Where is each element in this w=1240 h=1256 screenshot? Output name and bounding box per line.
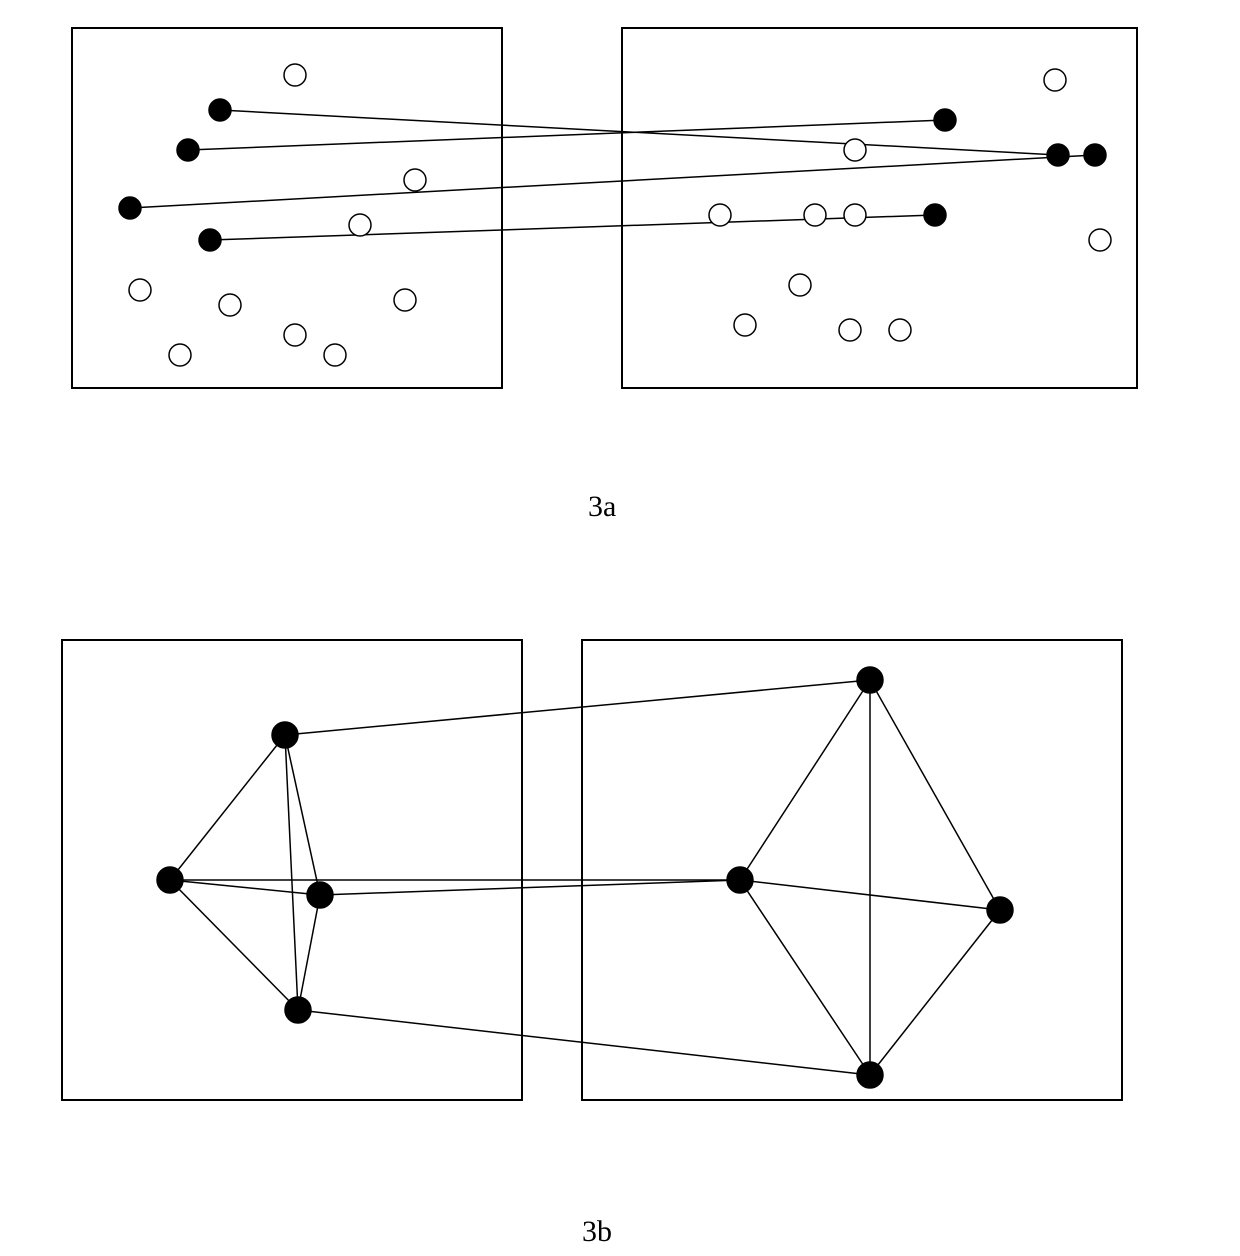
edge [285, 680, 870, 735]
filled-node [285, 997, 311, 1023]
hollow-node [709, 204, 731, 226]
hollow-node [404, 169, 426, 191]
edge [740, 880, 870, 1075]
filled-node [157, 867, 183, 893]
hollow-node [284, 64, 306, 86]
hollow-node [889, 319, 911, 341]
hollow-node [284, 324, 306, 346]
edge [298, 895, 320, 1010]
filled-node [307, 882, 333, 908]
filled-node [924, 204, 946, 226]
edge [188, 120, 945, 150]
edge [320, 880, 740, 895]
edge [130, 155, 1095, 208]
filled-node [1047, 144, 1069, 166]
caption-3b: 3b [582, 1215, 612, 1249]
edge [285, 735, 298, 1010]
hollow-node [349, 214, 371, 236]
filled-node [209, 99, 231, 121]
edge [870, 910, 1000, 1075]
filled-node [119, 197, 141, 219]
edge [170, 880, 298, 1010]
edge [285, 735, 320, 895]
filled-node [934, 109, 956, 131]
hollow-node [839, 319, 861, 341]
filled-node [177, 139, 199, 161]
hollow-node [324, 344, 346, 366]
caption-3a: 3a [588, 490, 616, 524]
edge [298, 1010, 870, 1075]
hollow-node [844, 204, 866, 226]
filled-node [1084, 144, 1106, 166]
filled-node [199, 229, 221, 251]
diagram-svg [0, 0, 1240, 1256]
hollow-node [734, 314, 756, 336]
hollow-node [1044, 69, 1066, 91]
hollow-node [1089, 229, 1111, 251]
filled-node [987, 897, 1013, 923]
filled-node [272, 722, 298, 748]
filled-node [857, 1062, 883, 1088]
hollow-node [219, 294, 241, 316]
hollow-node [129, 279, 151, 301]
edge [170, 880, 320, 895]
hollow-node [789, 274, 811, 296]
edge [740, 680, 870, 880]
hollow-node [804, 204, 826, 226]
hollow-node [394, 289, 416, 311]
hollow-node [169, 344, 191, 366]
edge [170, 735, 285, 880]
filled-node [857, 667, 883, 693]
edge [870, 680, 1000, 910]
hollow-node [844, 139, 866, 161]
diagram-container: 3a 3b [0, 0, 1240, 1256]
filled-node [727, 867, 753, 893]
edge [210, 215, 935, 240]
